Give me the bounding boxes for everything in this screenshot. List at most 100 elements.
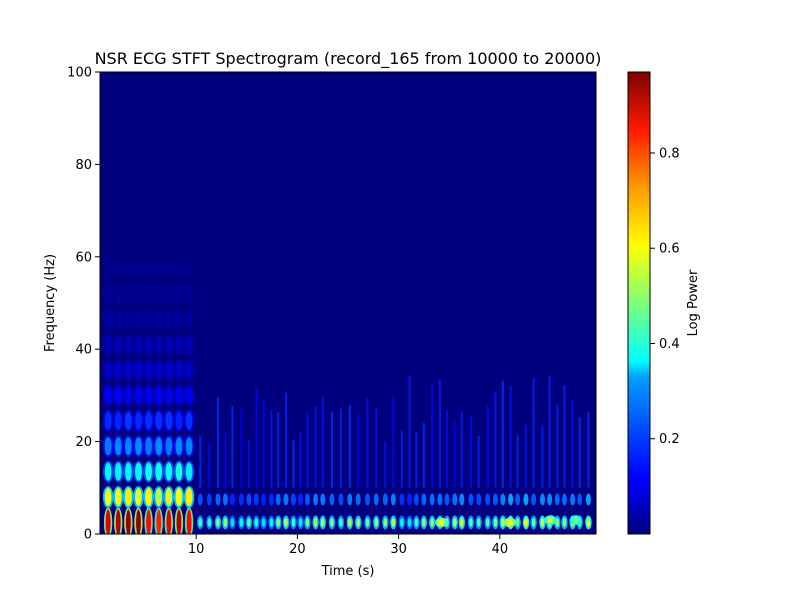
spectrogram-cell [408,375,411,488]
spectrogram-cell [104,386,112,405]
spectrogram-cell [413,493,419,506]
spectrogram-cell [290,493,296,506]
spectrogram-cell [392,397,395,488]
spectrogram-cell [298,493,304,506]
spectrogram-cell [485,517,490,527]
spectrogram-cell [570,493,576,506]
spectrogram-cell [165,411,173,430]
spectrogram-cell [347,493,353,506]
colorbar-tick-label: 0.2 [659,432,680,447]
spectrogram-cell [186,509,192,534]
spectrogram-cell [166,509,172,534]
spectrogram-cell [268,493,274,506]
spectrogram-cell [509,386,512,488]
spectrogram-cell [261,493,267,506]
spectrogram-cell [145,488,152,507]
spectrogram-cell [104,411,112,430]
spectrogram-cell [460,411,463,488]
spectrogram-cell [383,517,388,527]
spectrogram-cell [104,462,112,481]
spectrogram-cell [175,259,183,278]
spectrogram-cell [476,493,482,506]
spectrogram-cell [104,310,112,329]
colorbar-tick-label: 0.8 [659,146,680,161]
spectrogram-cell [516,435,519,488]
spectrogram-cell [146,509,151,534]
spectrogram-cell [124,488,132,507]
spectrogram-cell [373,493,379,506]
spectrogram-cell [145,360,152,379]
spectrogram-cell [563,384,566,488]
spectrogram-cell [540,517,545,527]
spectrogram-cell [124,462,132,481]
spectrogram-cell [165,488,173,507]
plot-frame [99,71,597,535]
spectrogram-cell [135,284,142,303]
spectrogram-cell [253,493,259,506]
spectrogram-cell [541,424,544,488]
spectrogram-cell [524,517,528,527]
spectrogram-cell [165,462,173,481]
spectrogram-cell [165,259,173,278]
spectrogram-cell [124,386,132,405]
spectrogram-cell [523,493,529,506]
spectrogram-cell [124,259,132,278]
x-tick-label: 30 [390,542,407,557]
x-axis: 10 20 30 40 [188,534,508,557]
spectrogram-cell [577,493,583,506]
y-tick-label: 100 [67,66,92,81]
spectrogram-cell [156,509,162,534]
spectrogram-cell [155,488,163,507]
spectrogram-cell [486,406,489,488]
spectrogram-cell [366,397,369,488]
spectrogram-cell [185,462,193,481]
x-tick-label: 20 [289,542,306,557]
spectrogram-cell [284,517,288,527]
spectrogram-cell [298,517,303,527]
spectrogram-cell [459,517,464,527]
spectrogram-hotspot [438,519,445,526]
spectrogram-cell [114,259,122,278]
spectrogram-cell [382,493,388,506]
spectrogram-cell [247,440,250,488]
y-tick-label: 20 [75,435,92,450]
spectrogram-cell [585,493,591,506]
spectrogram-cell [206,493,212,506]
spectrogram-cell [155,310,163,329]
spectrogram-cell [185,310,193,329]
spectrogram-cell [255,387,258,488]
spectrogram-cell [314,406,317,488]
colorbar-tick-label: 0.6 [659,242,680,257]
plot-background [100,72,596,534]
spectrogram-cell [430,517,434,527]
spectrogram-cell [548,375,551,488]
spectrogram-cell [207,517,212,527]
spectrogram-cell [104,335,112,354]
spectrogram-cell [199,435,202,488]
spectrogram-cell [476,517,481,527]
spectrogram-cell [104,360,112,379]
spectrogram-cell [198,517,203,527]
spectrogram-cell [437,493,443,506]
spectrogram-cell [145,310,152,329]
spectrogram-cell [469,517,473,527]
spectrogram-hotspot [506,519,513,526]
spectrogram-cell [175,360,183,379]
spectrogram-cell [493,517,498,527]
colorbar-label: Log Power [686,269,701,336]
spectrogram-hotspot [547,517,554,524]
spectrogram-cell [587,412,590,488]
spectrogram-cell [165,360,173,379]
spectrogram-cell [515,517,520,527]
spectrogram-cell [239,517,244,527]
spectrogram-cell [422,517,426,527]
colorbar-frame [627,71,651,535]
spectrogram-cell [445,409,448,488]
spectrogram-cell [531,517,536,527]
spectrogram-cell [469,415,472,488]
spectrogram-cell [261,517,266,527]
y-axis-label: Frequency (Hz) [43,254,58,352]
spectrogram-cell [357,413,360,488]
spectrogram-cell [135,437,142,456]
chart-title: NSR ECG STFT Spectrogram (record_165 fro… [95,49,602,69]
